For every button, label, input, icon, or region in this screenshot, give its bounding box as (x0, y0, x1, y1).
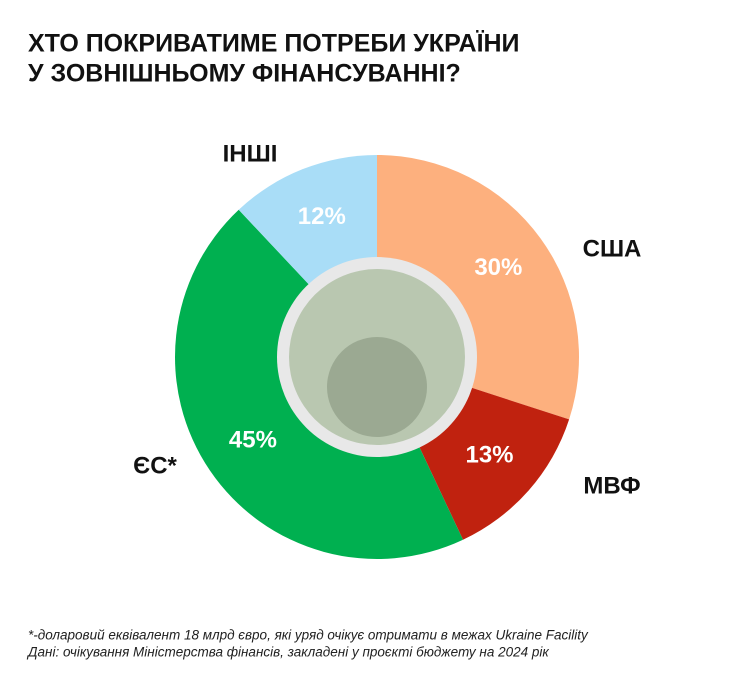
value-label: 45% (229, 427, 277, 454)
value-label: 30% (474, 254, 522, 281)
value-label: 13% (465, 442, 513, 469)
chart-title: У ЗОВНІШНЬОМУ ФІНАНСУВАННІ? (28, 60, 461, 88)
category-label: ЄС* (133, 452, 177, 479)
center-photo-shade (327, 337, 427, 437)
category-label: ІНШІ (223, 140, 278, 167)
category-label: США (583, 235, 642, 262)
chart-title: ХТО ПОКРИВАТИМЕ ПОТРЕБИ УКРАЇНИ (28, 30, 520, 58)
category-label: МВФ (583, 472, 640, 499)
footnote: *-доларовий еквівалент 18 млрд євро, які… (28, 628, 589, 643)
footnote: Дані: очікування Міністерства фінансів, … (26, 645, 549, 660)
value-label: 12% (298, 203, 346, 230)
